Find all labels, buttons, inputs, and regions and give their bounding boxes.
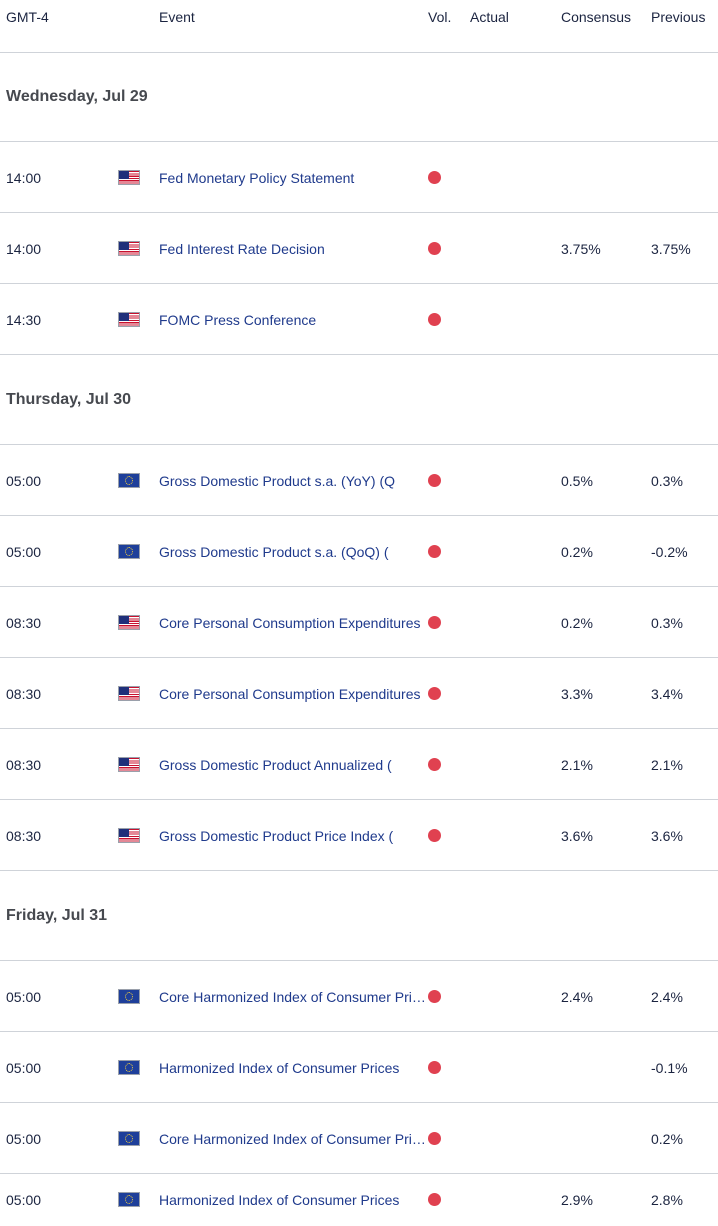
event-name-link[interactable]: Harmonized Index of Consumer Prices [159,1060,400,1076]
event-column-header[interactable]: Event [159,9,195,25]
table-row[interactable]: 05:00 Gross Domestic Product s.a. (QoQ) (… [0,516,718,587]
high-volatility-indicator-icon [428,474,441,487]
table-row[interactable]: 08:30 Gross Domestic Product Price Index … [0,800,718,871]
table-row[interactable]: 08:30 Core Personal Consumption Expenditu… [0,587,718,658]
us-flag-icon [118,828,140,843]
table-header: GMT-4 Event Vol. Actual Consensus Previo… [0,0,718,53]
eu-flag-icon [118,544,140,559]
high-volatility-indicator-icon [428,545,441,558]
previous-value: -0.1% [651,1060,688,1076]
event-name-link[interactable]: Fed Monetary Policy Statement [159,170,355,186]
timezone-header: GMT-4 [6,9,49,25]
high-volatility-indicator-icon [428,1061,441,1074]
event-time: 14:30 [6,312,42,328]
event-time: 14:00 [6,241,42,257]
high-volatility-indicator-icon [428,758,441,771]
event-time: 08:30 [6,686,42,702]
event-name-link[interactable]: Core Harmonized Index of Consumer Prices [159,1131,427,1147]
high-volatility-indicator-icon [428,1193,441,1206]
consensus-value: 0.5% [561,473,593,489]
event-name-link[interactable]: Fed Interest Rate Decision [159,241,325,257]
previous-value: 2.4% [651,989,683,1005]
event-name-link[interactable]: Gross Domestic Product Annualized ( [159,757,392,773]
day-group-header: Friday, Jul 31 [0,871,718,961]
previous-value: 0.3% [651,615,683,631]
us-flag-icon [118,686,140,701]
day-label: Thursday, Jul 30 [6,391,132,408]
high-volatility-indicator-icon [428,1132,441,1145]
day-group-header: Wednesday, Jul 29 [0,52,718,142]
consensus-value: 0.2% [561,544,593,560]
day-label: Friday, Jul 31 [6,907,108,924]
eu-flag-icon [118,1192,140,1207]
table-row[interactable]: 05:00 Harmonized Index of Consumer Prices… [0,1174,718,1225]
event-time: 08:30 [6,757,42,773]
table-row[interactable]: 08:30 Core Personal Consumption Expenditu… [0,658,718,729]
event-time: 05:00 [6,989,42,1005]
event-name-link[interactable]: Gross Domestic Product Price Index ( [159,828,394,844]
consensus-value: 3.3% [561,686,593,702]
event-name-link[interactable]: Core Personal Consumption Expenditures [159,615,421,631]
event-time: 05:00 [6,473,42,489]
consensus-value: 3.75% [561,241,601,257]
event-time: 05:00 [6,1131,42,1147]
table-row[interactable]: 05:00 Gross Domestic Product s.a. (YoY) (… [0,445,718,516]
table-row[interactable]: 08:30 Gross Domestic Product Annualized (… [0,729,718,800]
us-flag-icon [118,241,140,256]
event-time: 08:30 [6,828,42,844]
us-flag-icon [118,170,140,185]
previous-value: 2.1% [651,757,683,773]
eu-flag-icon [118,989,140,1004]
us-flag-icon [118,312,140,327]
consensus-value: 2.1% [561,757,593,773]
table-row[interactable]: 14:00 Fed Monetary Policy Statement [0,142,718,213]
event-name-link[interactable]: FOMC Press Conference [159,312,317,328]
previous-value: 3.75% [651,241,691,257]
eu-flag-icon [118,1131,140,1146]
consensus-column-header[interactable]: Consensus [561,9,632,25]
table-row[interactable]: 05:00 Core Harmonized Index of Consumer P… [0,961,718,1032]
table-row[interactable]: 14:00 Fed Interest Rate Decision 3.75% 3.75… [0,213,718,284]
event-time: 08:30 [6,615,42,631]
event-name-link[interactable]: Core Harmonized Index of Consumer Prices [159,989,427,1005]
high-volatility-indicator-icon [428,990,441,1003]
consensus-value: 3.6% [561,828,593,844]
consensus-value: 2.9% [561,1192,593,1208]
event-name-link[interactable]: Gross Domestic Product s.a. (QoQ) ( [159,544,389,560]
event-name-link[interactable]: Gross Domestic Product s.a. (YoY) (Q [159,473,395,489]
eu-flag-icon [118,1060,140,1075]
day-group-header: Thursday, Jul 30 [0,355,718,445]
eu-flag-icon [118,473,140,488]
previous-value: 3.4% [651,686,683,702]
event-time: 05:00 [6,1192,42,1208]
table-row[interactable]: 05:00 Harmonized Index of Consumer Prices… [0,1032,718,1103]
table-row[interactable]: 05:00 Core Harmonized Index of Consumer P… [0,1103,718,1174]
event-time: 14:00 [6,170,42,186]
event-name-link[interactable]: Harmonized Index of Consumer Prices [159,1192,400,1208]
us-flag-icon [118,757,140,772]
event-time: 05:00 [6,544,42,560]
us-flag-icon [118,615,140,630]
high-volatility-indicator-icon [428,313,441,326]
high-volatility-indicator-icon [428,616,441,629]
previous-value: 0.2% [651,1131,683,1147]
event-time: 05:00 [6,1060,42,1076]
previous-value: 0.3% [651,473,683,489]
previous-value: 3.6% [651,828,683,844]
actual-column-header[interactable]: Actual [470,9,509,25]
consensus-value: 2.4% [561,989,593,1005]
previous-value: -0.2% [651,544,688,560]
high-volatility-indicator-icon [428,242,441,255]
high-volatility-indicator-icon [428,687,441,700]
day-label: Wednesday, Jul 29 [6,88,148,105]
high-volatility-indicator-icon [428,171,441,184]
table-row[interactable]: 14:30 FOMC Press Conference [0,284,718,355]
volatility-column-header[interactable]: Vol. [428,9,452,25]
previous-column-header[interactable]: Previous [651,9,706,25]
high-volatility-indicator-icon [428,829,441,842]
previous-value: 2.8% [651,1192,683,1208]
consensus-value: 0.2% [561,615,593,631]
event-name-link[interactable]: Core Personal Consumption Expenditures [159,686,421,702]
